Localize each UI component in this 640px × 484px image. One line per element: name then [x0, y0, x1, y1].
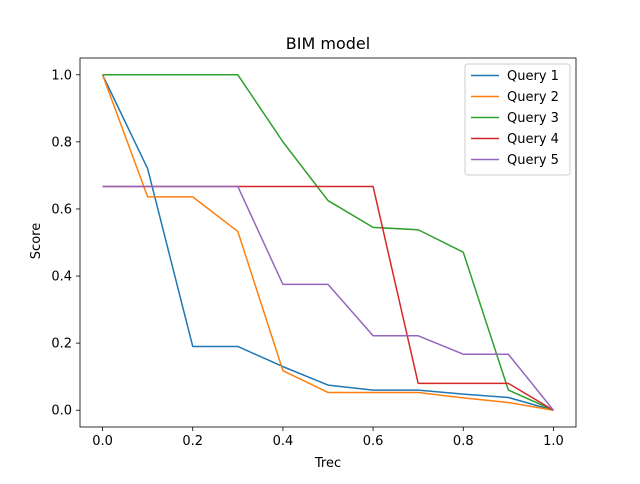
x-tick-label: 0.2 [182, 434, 203, 449]
x-tick-label: 0.8 [453, 434, 474, 449]
series-line-query-5 [102, 185, 555, 411]
y-tick-label: 1.0 [51, 68, 72, 83]
ticks-layer: 0.0 0.2 0.4 0.6 0.8 1.0 0.0 0.2 0.4 0.6 0.8 1.0 [51, 68, 563, 449]
x-axis-label: Trec [314, 456, 341, 471]
x-tick-label: 0.0 [92, 434, 113, 449]
series-line-query-3 [102, 74, 554, 411]
series-layer [101, 74, 555, 411]
legend-label-query-4: Query 4 [507, 132, 559, 147]
y-axis-label: Score [29, 223, 44, 259]
series-line-query-2 [101, 74, 554, 411]
x-tick-label: 0.6 [363, 434, 384, 449]
chart-title: BIM model [286, 34, 370, 53]
y-tick-label: 0.8 [51, 135, 72, 150]
y-tick-label: 0.6 [51, 202, 72, 217]
y-tick-label: 0.4 [51, 270, 72, 285]
y-tick-label: 0.0 [51, 404, 72, 419]
plot-frame [79, 57, 577, 428]
y-tick-label: 0.2 [51, 337, 72, 352]
legend-box [464, 63, 571, 176]
x-tick-label: 0.4 [273, 434, 294, 449]
x-tick-label: 1.0 [543, 434, 564, 449]
legend-label-query-3: Query 3 [507, 111, 559, 126]
legend-label-query-2: Query 2 [507, 90, 559, 105]
legend-label-query-5: Query 5 [507, 153, 559, 168]
legend: Query 1 Query 2 Query 3 Query 4 Query 5 [464, 63, 571, 176]
legend-label-query-1: Query 1 [507, 69, 559, 84]
series-line-query-1 [101, 74, 554, 411]
